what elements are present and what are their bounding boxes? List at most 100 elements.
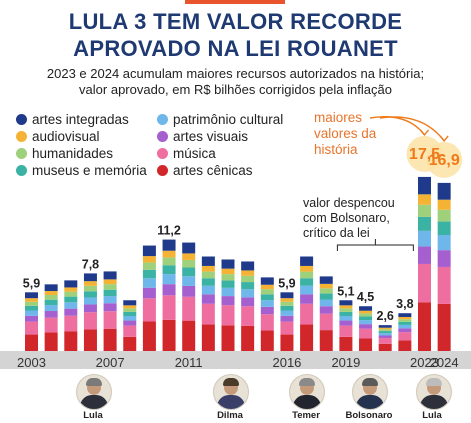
bar-segment-2020-patrimônio-cultural — [359, 320, 373, 325]
bar-segment-2016-museus-e-memória — [280, 305, 294, 311]
bar-segment-2008-artes-integradas — [123, 300, 137, 306]
bar-segment-2006-museus-e-memória — [83, 291, 97, 298]
bar-segment-2010-audiovisual — [162, 250, 176, 258]
highlight-circle — [406, 135, 443, 172]
bar-segment-2014-música — [241, 306, 255, 326]
bar-segment-2016-patrimônio-cultural — [280, 310, 294, 316]
bar-segment-2024-museus-e-memória — [437, 221, 451, 236]
bar-segment-2018-patrimônio-cultural — [319, 299, 333, 307]
legend-item-patrimonio: patrimônio cultural — [157, 112, 283, 128]
bar-segment-2006-artes-cênicas — [83, 329, 97, 351]
president-name: Dilma — [217, 410, 243, 421]
bar-segment-2003-música — [25, 321, 38, 335]
legend-dot-icon — [157, 131, 168, 142]
bar-segment-2019-artes-cênicas — [339, 336, 353, 351]
bar-segment-2022-audiovisual — [398, 316, 412, 320]
bar-segment-2021-patrimônio-cultural — [378, 333, 392, 336]
legend-dot-icon — [16, 165, 27, 176]
bar-segment-2013-artes-integradas — [221, 259, 235, 269]
bar-segment-2022-museus-e-memória — [398, 321, 412, 325]
bar-segment-2021-artes-integradas — [378, 325, 392, 328]
bar-segment-2009-artes-integradas — [142, 245, 156, 257]
bar-segment-2009-humanidades — [142, 262, 156, 270]
bar-segment-2015-humanidades — [260, 289, 274, 295]
bar-segment-2011-música — [182, 296, 196, 321]
bar-segment-2022-humanidades — [398, 319, 412, 322]
bar-segment-2015-artes-visuais — [260, 306, 274, 315]
bar-segment-2009-artes-cênicas — [142, 321, 156, 351]
bar-segment-2014-patrimônio-cultural — [241, 289, 255, 298]
chart-subtitle-line2: valor aprovado, em R$ bilhões corrigidos… — [79, 82, 392, 97]
bar-segment-2013-audiovisual — [221, 268, 235, 275]
bar-segment-2007-música — [103, 311, 117, 329]
bar-segment-2018-artes-visuais — [319, 306, 333, 314]
bar-segment-2004-artes-cênicas — [44, 332, 58, 351]
max-note-line3: história — [314, 142, 358, 157]
bar-segment-2008-patrimônio-cultural — [123, 315, 137, 321]
timeline-year-label: 2019 — [331, 355, 360, 370]
bar-segment-2022-patrimônio-cultural — [398, 324, 412, 329]
value-label: 16,9 — [429, 152, 460, 169]
value-label: 4,5 — [357, 290, 374, 304]
bar-segment-2004-patrimônio-cultural — [44, 305, 58, 312]
bar-segment-2012-artes-cênicas — [201, 324, 215, 351]
legend-item-humanidades: humanidades — [16, 146, 113, 162]
legend-item-artes-cenicas: artes cênicas — [157, 163, 253, 179]
bar-segment-2010-patrimônio-cultural — [162, 274, 176, 285]
bar-segment-2018-museus-e-memória — [319, 293, 333, 300]
value-label: 5,9 — [278, 276, 295, 290]
bar-segment-2023-audiovisual — [418, 194, 431, 205]
bar-segment-2021-música — [378, 338, 392, 344]
bar-segment-2010-artes-cênicas — [162, 319, 176, 351]
bar-segment-2013-humanidades — [221, 274, 235, 281]
bar-segment-2022-artes-visuais — [398, 328, 412, 333]
bolsonaro-note-line1: valor despencou — [303, 196, 395, 210]
bar-segment-2016-humanidades — [280, 301, 294, 306]
bar-segment-2021-artes-visuais — [378, 335, 392, 339]
bar-segment-2005-humanidades — [64, 291, 78, 297]
bar-segment-2019-artes-integradas — [339, 300, 353, 306]
timeline-year-label: 2023 — [410, 355, 439, 370]
bar-segment-2003-museus-e-memória — [25, 305, 38, 311]
bar-segment-2004-museus-e-memória — [44, 299, 58, 306]
bar-segment-2012-música — [201, 303, 215, 325]
bar-segment-2007-patrimônio-cultural — [103, 296, 117, 304]
arrow-head-icon — [439, 135, 449, 143]
bar-segment-2012-artes-integradas — [201, 256, 215, 266]
bar-segment-2010-museus-e-memória — [162, 265, 176, 275]
bar-segment-2007-audiovisual — [103, 279, 117, 285]
bar-segment-2024-artes-cênicas — [437, 303, 451, 351]
bar-segment-2009-museus-e-memória — [142, 269, 156, 279]
bar-segment-2018-música — [319, 313, 333, 331]
bar-segment-2024-artes-integradas — [437, 182, 451, 200]
portrait-dilma-icon — [213, 374, 249, 410]
portrait-temer-icon — [289, 374, 325, 410]
bar-segment-2006-artes-integradas — [83, 273, 97, 282]
bar-segment-2022-artes-cênicas — [398, 340, 412, 351]
bar-segment-2020-museus-e-memória — [359, 316, 373, 321]
president-name: Lula — [83, 410, 103, 421]
bar-segment-2005-música — [64, 315, 78, 332]
bar-segment-2016-artes-cênicas — [280, 334, 294, 351]
bar-segment-2015-audiovisual — [260, 284, 274, 290]
bolsonaro-note-line2: com Bolsonaro, — [303, 211, 390, 225]
bar-segment-2012-artes-visuais — [201, 294, 215, 304]
bar-segment-2017-museus-e-memória — [300, 278, 314, 286]
portrait-lula-2-icon — [416, 374, 452, 410]
bar-segment-2004-música — [44, 317, 58, 333]
bar-segment-2012-humanidades — [201, 271, 215, 279]
bar-segment-2005-artes-visuais — [64, 308, 78, 316]
legend-item-museus: museus e memória — [16, 163, 147, 179]
bar-segment-2007-artes-integradas — [103, 271, 117, 280]
value-label: 5,1 — [337, 284, 354, 298]
president-name: Temer — [292, 410, 320, 421]
legend-item-artes-integradas: artes integradas — [16, 112, 129, 128]
bar-segment-2008-artes-cênicas — [123, 336, 137, 351]
bar-segment-2011-artes-cênicas — [182, 320, 196, 351]
value-label: 5,9 — [23, 276, 40, 290]
bar-segment-2010-artes-visuais — [162, 284, 176, 296]
bar-segment-2024-patrimônio-cultural — [437, 235, 451, 251]
bar-segment-2003-artes-cênicas — [25, 334, 38, 351]
legend-dot-icon — [157, 148, 168, 159]
